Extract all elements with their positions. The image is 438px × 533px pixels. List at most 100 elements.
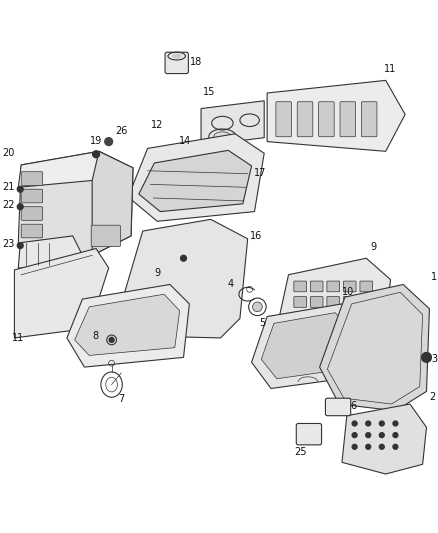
FancyBboxPatch shape [360,312,373,323]
Text: 18: 18 [191,57,203,67]
FancyBboxPatch shape [165,52,188,74]
Text: 17: 17 [254,168,266,177]
Text: 20: 20 [2,148,14,158]
FancyBboxPatch shape [311,312,323,323]
FancyBboxPatch shape [360,281,373,292]
Text: 9: 9 [154,268,160,278]
Text: 15: 15 [203,87,215,97]
Polygon shape [128,134,264,221]
FancyBboxPatch shape [340,102,356,137]
FancyBboxPatch shape [21,172,42,185]
Text: 3: 3 [431,354,438,365]
Text: 8: 8 [93,331,99,341]
Ellipse shape [214,132,231,142]
Polygon shape [251,304,364,389]
Circle shape [93,151,99,158]
Circle shape [422,352,431,362]
FancyBboxPatch shape [360,328,373,338]
Circle shape [180,255,187,261]
Text: 11: 11 [384,63,396,74]
Circle shape [18,187,23,192]
Circle shape [366,421,371,426]
Text: 4: 4 [228,279,234,289]
Text: 19: 19 [90,136,102,147]
FancyBboxPatch shape [311,281,323,292]
Polygon shape [201,101,264,146]
FancyBboxPatch shape [325,398,351,416]
Circle shape [393,421,398,426]
Text: 16: 16 [250,231,262,241]
FancyBboxPatch shape [294,281,307,292]
Circle shape [253,302,262,312]
FancyBboxPatch shape [294,328,307,338]
Circle shape [352,433,357,438]
Text: 2: 2 [429,392,436,402]
Polygon shape [261,313,352,379]
Circle shape [109,337,114,342]
FancyBboxPatch shape [296,424,321,445]
FancyBboxPatch shape [361,102,377,137]
FancyBboxPatch shape [327,281,339,292]
Polygon shape [123,220,247,338]
FancyBboxPatch shape [343,328,356,338]
Circle shape [366,445,371,449]
Circle shape [352,445,357,449]
Text: 26: 26 [116,126,128,136]
Circle shape [366,433,371,438]
Polygon shape [18,151,131,187]
Circle shape [379,421,384,426]
FancyBboxPatch shape [318,102,334,137]
Polygon shape [342,404,427,474]
FancyBboxPatch shape [343,297,356,308]
Polygon shape [14,248,109,338]
FancyBboxPatch shape [91,225,120,247]
Text: 7: 7 [118,394,125,405]
Circle shape [352,421,357,426]
Circle shape [18,243,23,248]
FancyBboxPatch shape [294,312,307,323]
Text: 25: 25 [294,447,307,457]
FancyBboxPatch shape [21,189,42,203]
Circle shape [393,433,398,438]
FancyBboxPatch shape [327,297,339,308]
Polygon shape [18,236,82,270]
Polygon shape [18,151,133,255]
Polygon shape [74,294,180,356]
Polygon shape [320,285,429,411]
Circle shape [379,445,384,449]
FancyBboxPatch shape [21,207,42,220]
FancyBboxPatch shape [297,102,313,137]
Polygon shape [92,151,133,255]
Text: 23: 23 [2,239,14,249]
FancyBboxPatch shape [327,328,339,338]
Text: 1: 1 [431,272,438,281]
Ellipse shape [172,54,182,59]
Polygon shape [277,258,391,352]
FancyBboxPatch shape [360,297,373,308]
Circle shape [18,204,23,209]
Polygon shape [139,150,251,212]
Text: 9: 9 [370,243,376,253]
FancyBboxPatch shape [311,297,323,308]
FancyBboxPatch shape [276,102,291,137]
Text: 11: 11 [11,333,24,343]
Text: 10: 10 [342,287,354,297]
FancyBboxPatch shape [21,224,42,238]
FancyBboxPatch shape [343,312,356,323]
Polygon shape [267,80,405,151]
FancyBboxPatch shape [343,281,356,292]
Ellipse shape [231,165,245,173]
Text: 12: 12 [151,120,163,130]
Polygon shape [67,285,189,367]
FancyBboxPatch shape [294,297,307,308]
FancyBboxPatch shape [327,312,339,323]
Text: 6: 6 [351,401,357,411]
Text: 21: 21 [2,182,14,192]
Circle shape [105,138,113,146]
Text: 14: 14 [179,135,191,146]
Circle shape [393,445,398,449]
Text: 22: 22 [2,200,14,210]
Text: 5: 5 [259,319,265,328]
Circle shape [379,433,384,438]
FancyBboxPatch shape [311,328,323,338]
